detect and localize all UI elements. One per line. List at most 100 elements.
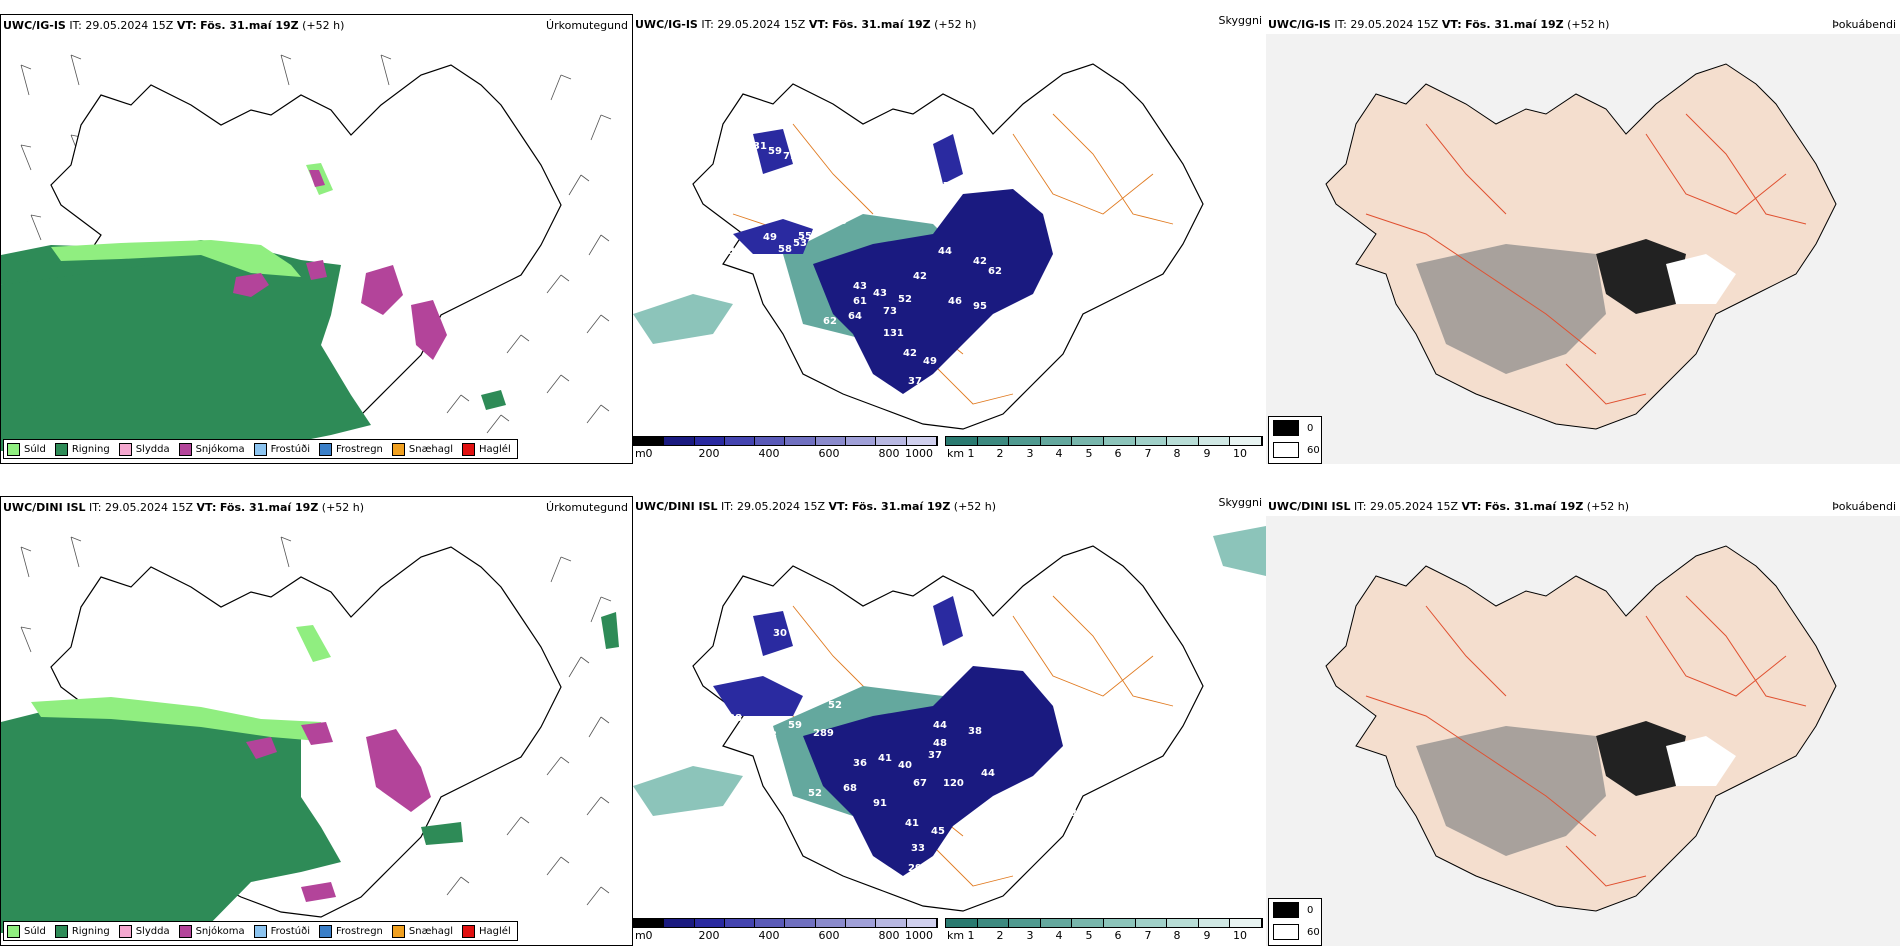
legend-item-frostudi: Frostúði [253,442,310,456]
precip-panel-top: UWC/IG-IS IT: 29.05.2024 15Z VT: Fös. 31… [0,14,633,464]
legend-item-snjokoma: Snjókoma [178,924,245,938]
svg-text:62: 62 [823,316,837,327]
rain-area [1,240,371,451]
legend-item-snaehagl: Snæhagl [391,442,453,456]
svg-text:38: 38 [968,726,982,737]
panel-title: UWC/IG-IS IT: 29.05.2024 15Z VT: Fös. 31… [3,19,345,32]
svg-text:38: 38 [728,713,742,724]
cloud-base-west [713,676,803,716]
svg-text:34: 34 [728,246,742,257]
cloud-base-north [933,596,963,646]
snow-area-3 [411,300,447,360]
svg-text:95: 95 [973,301,987,312]
precip-map [1,536,619,933]
snow-area-2 [366,729,431,812]
svg-text:42: 42 [973,256,987,267]
svg-text:42: 42 [903,348,917,359]
legend-item-sud: Súld [7,442,46,456]
svg-text:55: 55 [798,231,812,242]
cloud-base-main [813,189,1053,394]
fog-legend: 0 60 [1268,416,1322,464]
svg-text:44: 44 [981,768,995,779]
svg-text:61: 61 [853,296,867,307]
precip-panel-bottom: UWC/DINI ISL IT: 29.05.2024 15Z VT: Fös.… [0,496,633,946]
svg-text:73: 73 [883,306,897,317]
svg-text:120: 120 [943,778,964,789]
cloud-base-nw [753,611,793,656]
snow-area-1 [233,273,269,297]
panel-title: UWC/DINI ISL IT: 29.05.2024 15Z VT: Fös.… [635,500,997,513]
legend-item-slydda: Slydda [118,442,170,456]
drizzle-area [31,697,331,742]
svg-text:289: 289 [813,728,834,739]
svg-text:30: 30 [933,868,947,879]
legend-item-frostudi: Frostúði [253,924,310,938]
panel-title: UWC/IG-IS IT: 29.05.2024 15Z VT: Fös. 31… [635,18,977,31]
fog-panel-top: UWC/IG-IS IT: 29.05.2024 15Z VT: Fös. 31… [1266,14,1900,464]
svg-text:91: 91 [873,798,887,809]
snow-area-2 [361,265,403,315]
panel-name: Þokuábendi [1832,18,1896,31]
svg-text:55: 55 [1013,788,1027,799]
legend-item-snjokoma: Snjókoma [178,442,245,456]
svg-text:47: 47 [1053,326,1067,337]
rain-east [601,612,619,649]
fog-light [1666,736,1736,786]
cloud-base-scale: m 0 200 400 600 800 1000 [633,436,938,460]
svg-text:71: 71 [783,151,797,162]
precip-legend: Súld Rigning Slydda Snjókoma Frostúði Fr… [3,921,518,941]
svg-text:33: 33 [911,843,925,854]
cloud-base-nw [753,129,793,174]
legend-item-frostregn: Frostregn [319,924,383,938]
svg-text:46: 46 [948,296,962,307]
rain-area [1,707,341,933]
drizzle-north [296,625,331,662]
svg-text:40: 40 [898,760,912,771]
svg-text:67: 67 [913,778,927,789]
svg-text:63: 63 [1063,808,1077,819]
legend-item-hagel: Haglél [462,442,511,456]
svg-text:44: 44 [938,246,952,257]
svg-text:49: 49 [923,356,937,367]
fog-light [1666,254,1736,304]
cloud-base-west [733,219,813,254]
svg-text:131: 131 [883,328,904,339]
panel-title: UWC/IG-IS IT: 29.05.2024 15Z VT: Fös. 31… [1268,18,1610,31]
wind-barbs [20,536,612,906]
svg-text:52: 52 [898,294,912,305]
snow-area-3 [301,722,333,745]
svg-text:36: 36 [853,758,867,769]
visibility-scale: km 1 2 3 4 5 6 7 8 9 10 [945,918,1263,942]
fog-map [1266,516,1900,946]
visibility-scale: km 1 2 3 4 5 6 7 8 9 10 [945,436,1263,460]
svg-text:31: 31 [753,141,767,152]
svg-text:49: 49 [763,232,777,243]
svg-text:41: 41 [878,753,892,764]
svg-text:28: 28 [933,396,947,407]
fog-gray [1416,244,1606,374]
precip-map [1,54,612,451]
svg-text:68: 68 [843,783,857,794]
fog-dark [1596,721,1686,796]
panel-name: Skyggni [1218,496,1262,509]
roads [1365,595,1807,887]
cloud-base-north [933,134,963,184]
snow-area-1 [246,737,277,759]
visibility-panel-bottom: UWC/DINI ISL IT: 29.05.2024 15Z VT: Fös.… [633,496,1266,946]
svg-text:37: 37 [928,750,942,761]
panel-name: Skyggni [1218,14,1262,27]
cloud-base-scale: m 0 200 400 600 800 1000 [633,918,938,942]
svg-text:59: 59 [768,146,782,157]
legend-item-rigning: Rigning [54,924,110,938]
svg-text:29: 29 [908,863,922,874]
svg-text:48: 48 [933,738,947,749]
legend-item-slydda: Slydda [118,924,170,938]
rain-east-patch [481,390,506,410]
svg-text:59: 59 [788,720,802,731]
roads [1365,113,1807,405]
svg-text:41: 41 [905,818,919,829]
drizzle-area [51,240,301,277]
svg-text:44: 44 [933,720,947,731]
